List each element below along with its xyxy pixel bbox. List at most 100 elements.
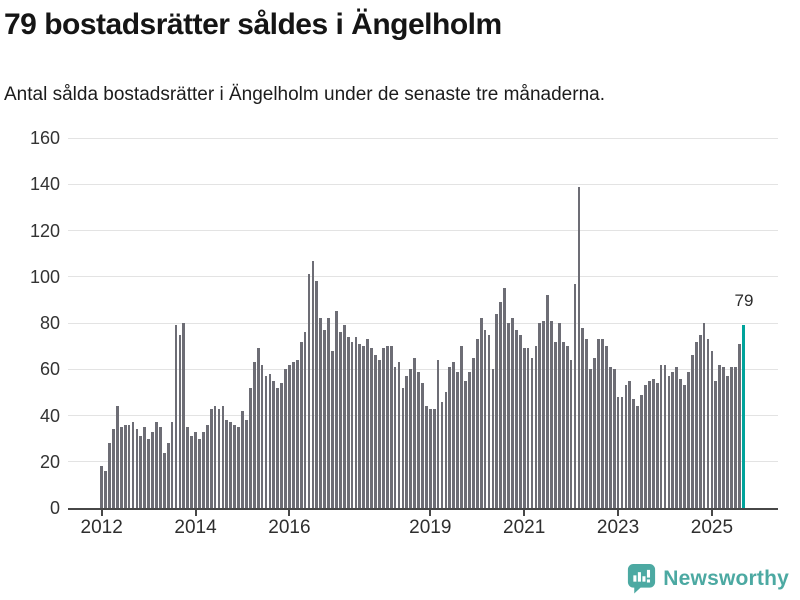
- bar: [151, 431, 154, 508]
- bar: [245, 420, 248, 508]
- bar: [546, 295, 550, 508]
- bar: [471, 357, 475, 508]
- bar: [663, 364, 667, 508]
- bar: [291, 362, 295, 508]
- bar: [698, 334, 702, 508]
- bar: [295, 360, 299, 508]
- bar: [233, 424, 237, 508]
- bar: [166, 443, 170, 508]
- bar: [335, 311, 338, 508]
- bar: [518, 334, 522, 508]
- x-axis-tick: [710, 509, 713, 516]
- bar: [358, 343, 362, 508]
- newsworthy-logo[interactable]: Newsworthy: [627, 563, 789, 594]
- bar: [608, 366, 612, 508]
- brand-name: Newsworthy: [663, 566, 789, 590]
- bar: [734, 366, 737, 508]
- bar: [448, 366, 452, 508]
- bar: [256, 348, 260, 508]
- bar: [194, 431, 197, 508]
- bar: [593, 357, 596, 508]
- bar: [612, 369, 616, 508]
- bar: [565, 346, 569, 508]
- bar: [303, 332, 307, 508]
- bar: [436, 360, 440, 508]
- bar: [237, 427, 240, 508]
- bar: [409, 369, 413, 508]
- bar: [428, 408, 432, 508]
- bar: [260, 364, 264, 508]
- bar: [702, 323, 706, 508]
- x-axis-tick: [429, 509, 432, 516]
- bar: [718, 364, 722, 508]
- x-axis-tick-label: 2023: [596, 517, 640, 538]
- bar: [581, 327, 585, 508]
- bar: [616, 397, 620, 508]
- bar: [323, 329, 327, 508]
- bar: [460, 346, 463, 508]
- bar: [554, 341, 557, 508]
- bar: [123, 424, 127, 508]
- bar: [354, 336, 358, 508]
- bar: [601, 339, 604, 508]
- bar: [315, 281, 319, 508]
- bar: [483, 329, 487, 508]
- bar: [683, 385, 686, 508]
- bar: [252, 362, 256, 508]
- y-axis-tick-label: 0: [49, 498, 60, 518]
- gridline: [68, 322, 778, 324]
- bar: [374, 355, 377, 508]
- bar: [170, 422, 174, 508]
- x-axis-tick-label: 2014: [174, 517, 217, 538]
- bar: [139, 436, 143, 508]
- y-axis-tick-label: 40: [39, 405, 60, 426]
- bar: [248, 387, 252, 508]
- bar: [620, 397, 624, 508]
- bar: [604, 346, 608, 508]
- bar: [452, 362, 456, 508]
- x-axis-tick: [523, 509, 526, 516]
- bar: [479, 318, 483, 508]
- bar: [311, 260, 315, 508]
- bar: [710, 350, 714, 508]
- bar: [468, 371, 471, 508]
- bar: [158, 427, 162, 508]
- bar: [405, 376, 409, 508]
- bar: [644, 385, 647, 508]
- x-axis-tick-label: 2021: [503, 517, 546, 538]
- bar: [112, 429, 115, 508]
- bar: [655, 383, 659, 508]
- bar: [691, 355, 694, 508]
- x-axis-tick-label: 2012: [80, 517, 123, 538]
- bar: [299, 341, 303, 508]
- bar: [647, 380, 651, 508]
- bar: [217, 408, 221, 508]
- bar: [507, 323, 510, 508]
- bar: [671, 371, 675, 508]
- bar: [538, 323, 542, 508]
- bar: [421, 383, 424, 508]
- bar: [162, 452, 166, 508]
- highlighted-bar: [741, 325, 745, 508]
- bar: [444, 392, 448, 508]
- bar: [530, 357, 534, 508]
- bar: [491, 369, 495, 508]
- x-axis-tick-label: 2025: [690, 517, 734, 538]
- bar: [221, 406, 225, 508]
- bar: [413, 357, 416, 508]
- bar: [346, 336, 350, 508]
- bar: [385, 346, 389, 508]
- bar: [342, 325, 346, 508]
- x-axis-tick-label: 2016: [268, 517, 311, 538]
- bar: [276, 387, 280, 508]
- bar: [667, 376, 671, 508]
- bar: [550, 320, 553, 508]
- bar: [632, 399, 636, 508]
- bar: [327, 318, 330, 508]
- bar: [694, 341, 698, 508]
- gridline: [68, 368, 778, 370]
- bar: [514, 329, 518, 508]
- bar: [338, 332, 342, 508]
- bar: [640, 394, 643, 508]
- x-axis-tick: [288, 509, 291, 516]
